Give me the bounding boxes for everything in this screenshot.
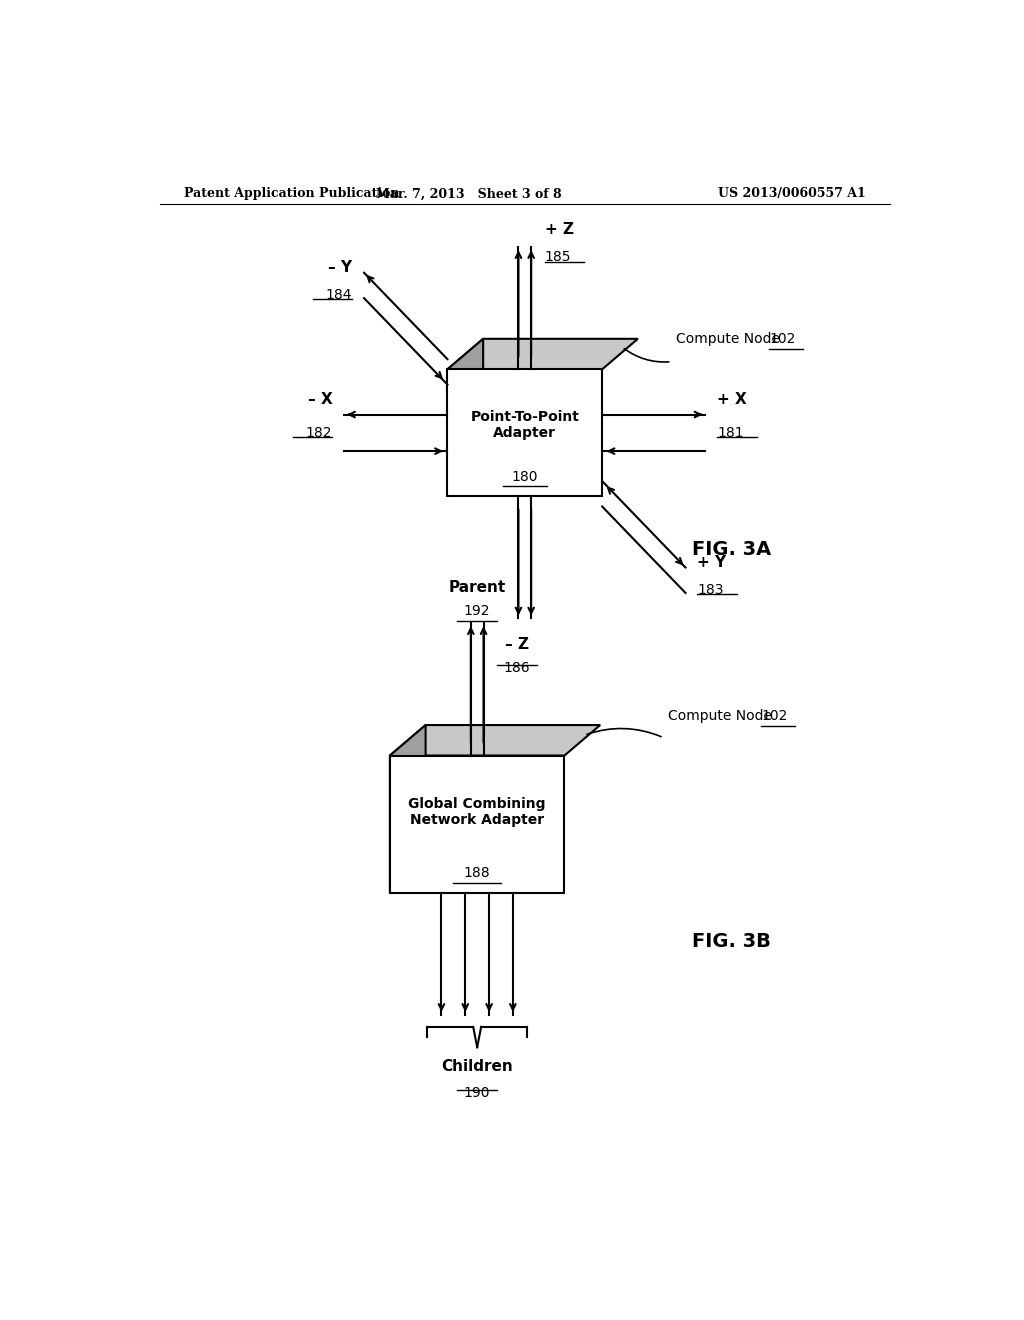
Text: 185: 185 (545, 251, 571, 264)
Text: 181: 181 (717, 426, 743, 440)
Text: 102: 102 (761, 709, 787, 722)
Text: + X: + X (717, 392, 746, 407)
Text: – Y: – Y (328, 260, 352, 275)
Text: + Y: + Y (697, 554, 727, 570)
Text: Mar. 7, 2013   Sheet 3 of 8: Mar. 7, 2013 Sheet 3 of 8 (377, 187, 562, 201)
Text: 190: 190 (464, 1086, 490, 1100)
Text: – Z: – Z (505, 636, 528, 652)
Text: 183: 183 (697, 583, 724, 597)
Polygon shape (447, 339, 483, 496)
Text: Children: Children (441, 1060, 513, 1074)
Text: 192: 192 (464, 605, 490, 618)
Polygon shape (390, 725, 426, 892)
FancyBboxPatch shape (390, 755, 564, 892)
Text: – X: – X (307, 392, 333, 407)
Text: 180: 180 (512, 470, 538, 483)
FancyBboxPatch shape (447, 370, 602, 496)
Text: FIG. 3B: FIG. 3B (691, 932, 771, 950)
Text: Compute Node: Compute Node (676, 333, 788, 346)
Text: 182: 182 (306, 426, 333, 440)
Polygon shape (390, 725, 600, 755)
Text: Patent Application Publication: Patent Application Publication (183, 187, 399, 201)
Text: 186: 186 (504, 661, 530, 675)
Text: Parent: Parent (449, 579, 506, 595)
Text: Compute Node: Compute Node (668, 709, 780, 722)
Text: US 2013/0060557 A1: US 2013/0060557 A1 (718, 187, 866, 201)
Text: + Z: + Z (545, 222, 573, 236)
Text: 102: 102 (769, 333, 796, 346)
Text: Global Combining
Network Adapter: Global Combining Network Adapter (409, 797, 546, 828)
Text: FIG. 3A: FIG. 3A (691, 540, 771, 560)
Text: Point-To-Point
Adapter: Point-To-Point Adapter (470, 409, 580, 440)
Text: 184: 184 (326, 288, 352, 302)
Text: 188: 188 (464, 866, 490, 880)
Polygon shape (447, 339, 638, 370)
